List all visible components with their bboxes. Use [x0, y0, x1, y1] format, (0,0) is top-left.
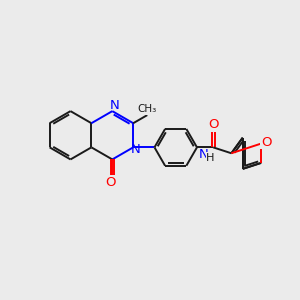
Text: H: H — [206, 153, 214, 163]
Text: O: O — [261, 136, 272, 148]
Text: N: N — [131, 143, 140, 156]
Text: O: O — [106, 176, 116, 189]
Text: O: O — [208, 118, 219, 131]
Text: N: N — [110, 99, 119, 112]
Text: N: N — [199, 148, 208, 161]
Text: CH₃: CH₃ — [138, 104, 157, 114]
